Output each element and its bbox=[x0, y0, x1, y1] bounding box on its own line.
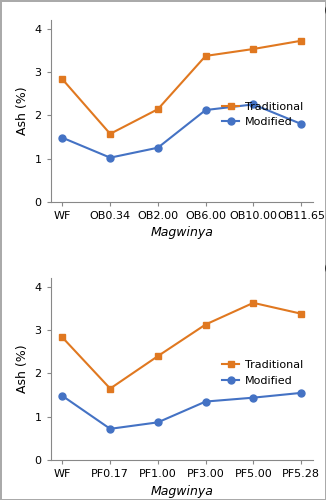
Traditional bbox=[108, 131, 112, 137]
Text: (b): (b) bbox=[324, 262, 326, 276]
Y-axis label: Ash (%): Ash (%) bbox=[16, 86, 29, 135]
Legend: Traditional, Modified: Traditional, Modified bbox=[218, 98, 307, 132]
Traditional bbox=[108, 386, 112, 392]
Legend: Traditional, Modified: Traditional, Modified bbox=[218, 356, 307, 390]
Line: Modified: Modified bbox=[59, 101, 304, 161]
Modified bbox=[108, 426, 112, 432]
Y-axis label: Ash (%): Ash (%) bbox=[16, 345, 29, 394]
Modified bbox=[299, 121, 303, 127]
Modified bbox=[108, 154, 112, 160]
X-axis label: Magwinya: Magwinya bbox=[150, 484, 213, 498]
Line: Modified: Modified bbox=[59, 390, 304, 432]
Traditional bbox=[251, 46, 255, 52]
Traditional bbox=[204, 322, 208, 328]
Traditional bbox=[204, 53, 208, 59]
Modified bbox=[299, 390, 303, 396]
Modified bbox=[204, 398, 208, 404]
Traditional bbox=[251, 300, 255, 306]
Modified bbox=[156, 420, 160, 426]
Modified bbox=[156, 144, 160, 150]
Modified bbox=[251, 394, 255, 400]
Traditional bbox=[61, 76, 65, 82]
Traditional bbox=[61, 334, 65, 340]
Modified bbox=[61, 393, 65, 399]
Modified bbox=[61, 134, 65, 140]
Modified bbox=[204, 107, 208, 113]
Line: Traditional: Traditional bbox=[59, 38, 304, 138]
Modified bbox=[251, 102, 255, 107]
Line: Traditional: Traditional bbox=[59, 300, 304, 392]
Text: (a): (a) bbox=[324, 3, 326, 17]
X-axis label: Magwinya: Magwinya bbox=[150, 226, 213, 239]
Traditional bbox=[299, 310, 303, 316]
Traditional bbox=[299, 38, 303, 44]
Traditional bbox=[156, 106, 160, 112]
Traditional bbox=[156, 353, 160, 359]
